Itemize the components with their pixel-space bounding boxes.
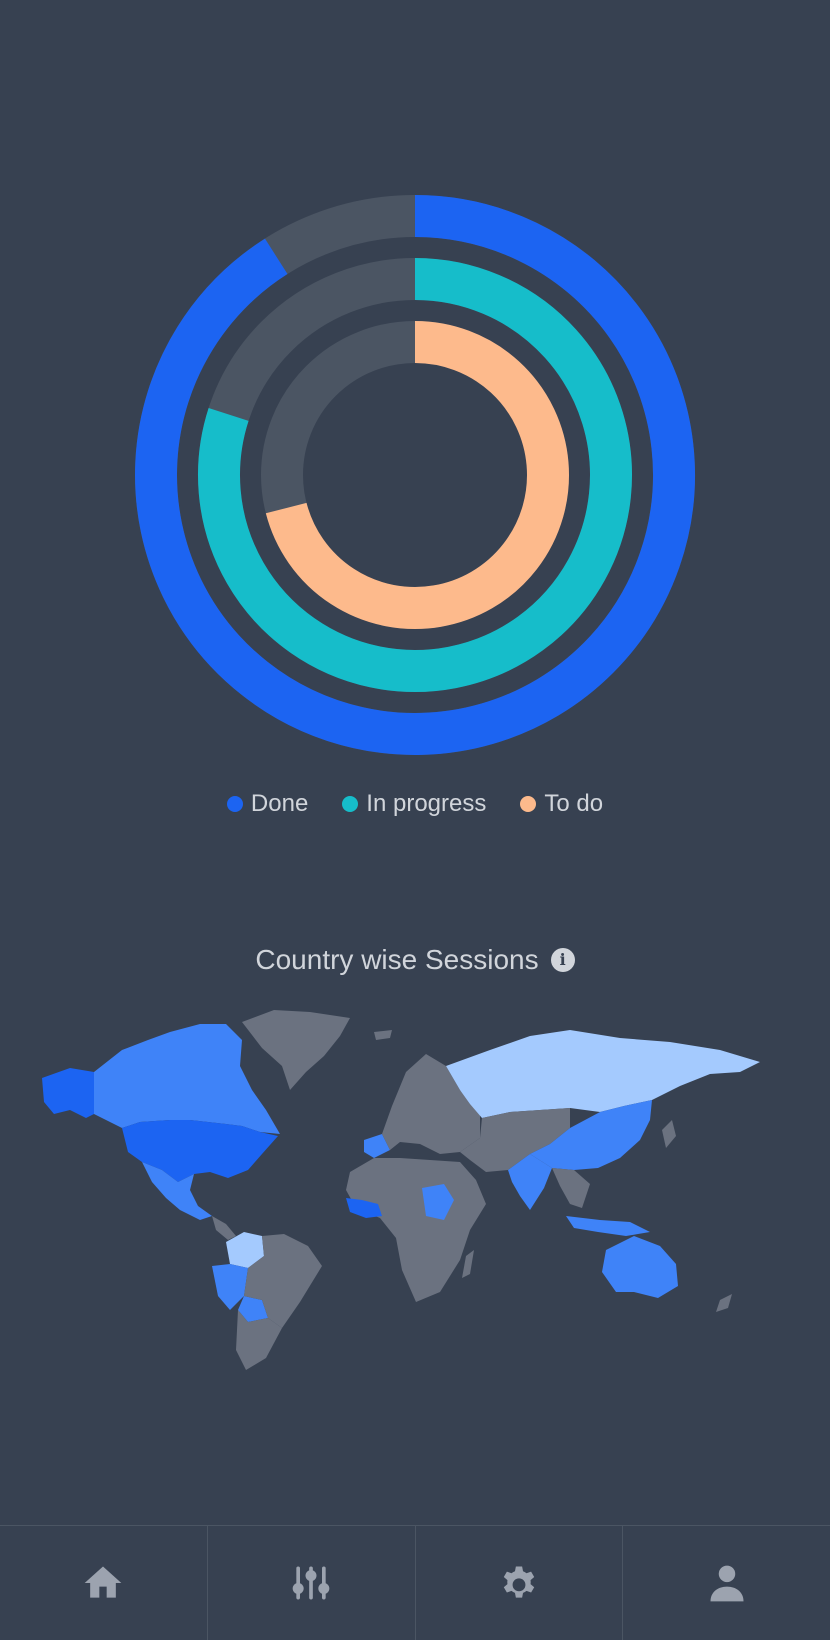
user-icon	[710, 1565, 744, 1602]
region-china[interactable]	[530, 1100, 652, 1170]
region-russia[interactable]	[446, 1030, 760, 1118]
region-peru[interactable]	[212, 1264, 248, 1310]
region-southeast-asia[interactable]	[552, 1168, 590, 1208]
radial-bar-in-progress[interactable]	[198, 258, 632, 692]
region-canada[interactable]	[94, 1024, 280, 1134]
region-madagascar[interactable]	[462, 1250, 474, 1278]
nav-profile[interactable]	[623, 1526, 830, 1640]
legend-item-in-progress[interactable]: In progress	[342, 790, 486, 818]
nav-adjustments[interactable]	[208, 1526, 416, 1640]
radial-bar-to-do[interactable]	[265, 321, 569, 629]
info-icon[interactable]: i	[550, 948, 575, 972]
sliders-icon	[292, 1566, 330, 1600]
region-west-africa[interactable]	[346, 1198, 382, 1218]
region-indonesia[interactable]	[566, 1216, 650, 1236]
nav-home[interactable]	[0, 1526, 208, 1640]
region-australia[interactable]	[602, 1236, 678, 1298]
region-central-america[interactable]	[212, 1216, 236, 1240]
region-united-states[interactable]	[122, 1120, 278, 1182]
region-mexico[interactable]	[142, 1162, 212, 1220]
region-spain[interactable]	[364, 1134, 390, 1158]
legend-item-done[interactable]: Done	[226, 790, 309, 818]
bottom-navigation	[0, 1525, 830, 1640]
region-central-asia[interactable]	[460, 1108, 570, 1172]
region-new-zealand[interactable]	[716, 1294, 732, 1312]
home-icon	[85, 1566, 122, 1598]
map-title-row: Country wise Sessions i	[0, 944, 830, 976]
world-map	[42, 1010, 760, 1370]
region-sudan[interactable]	[422, 1184, 454, 1220]
legend-dot-in-progress	[342, 796, 359, 812]
region-colombia[interactable]	[226, 1232, 264, 1268]
nav-settings[interactable]	[416, 1526, 624, 1640]
gear-icon	[503, 1566, 535, 1598]
chart-legend: Done In progress To do	[0, 790, 830, 818]
legend-item-to-do[interactable]: To do	[520, 790, 603, 818]
region-europe[interactable]	[382, 1054, 480, 1154]
region-brazil[interactable]	[244, 1234, 322, 1328]
radial-bar-chart	[135, 195, 695, 755]
region-japan[interactable]	[662, 1120, 676, 1148]
radial-bar-done[interactable]	[135, 195, 695, 755]
region-greenland[interactable]	[242, 1010, 350, 1090]
region-iceland[interactable]	[374, 1030, 392, 1040]
legend-label-in-progress: In progress	[366, 790, 487, 817]
legend-label-to-do: To do	[544, 790, 604, 817]
map-title: Country wise Sessions	[255, 944, 539, 975]
legend-label-done: Done	[250, 790, 309, 817]
legend-dot-to-do	[520, 796, 537, 812]
region-africa[interactable]	[346, 1158, 486, 1302]
legend-dot-done	[226, 796, 243, 812]
region-argentina[interactable]	[236, 1310, 282, 1370]
region-alaska[interactable]	[42, 1068, 94, 1118]
region-bolivia[interactable]	[238, 1296, 268, 1322]
region-india[interactable]	[508, 1154, 552, 1210]
